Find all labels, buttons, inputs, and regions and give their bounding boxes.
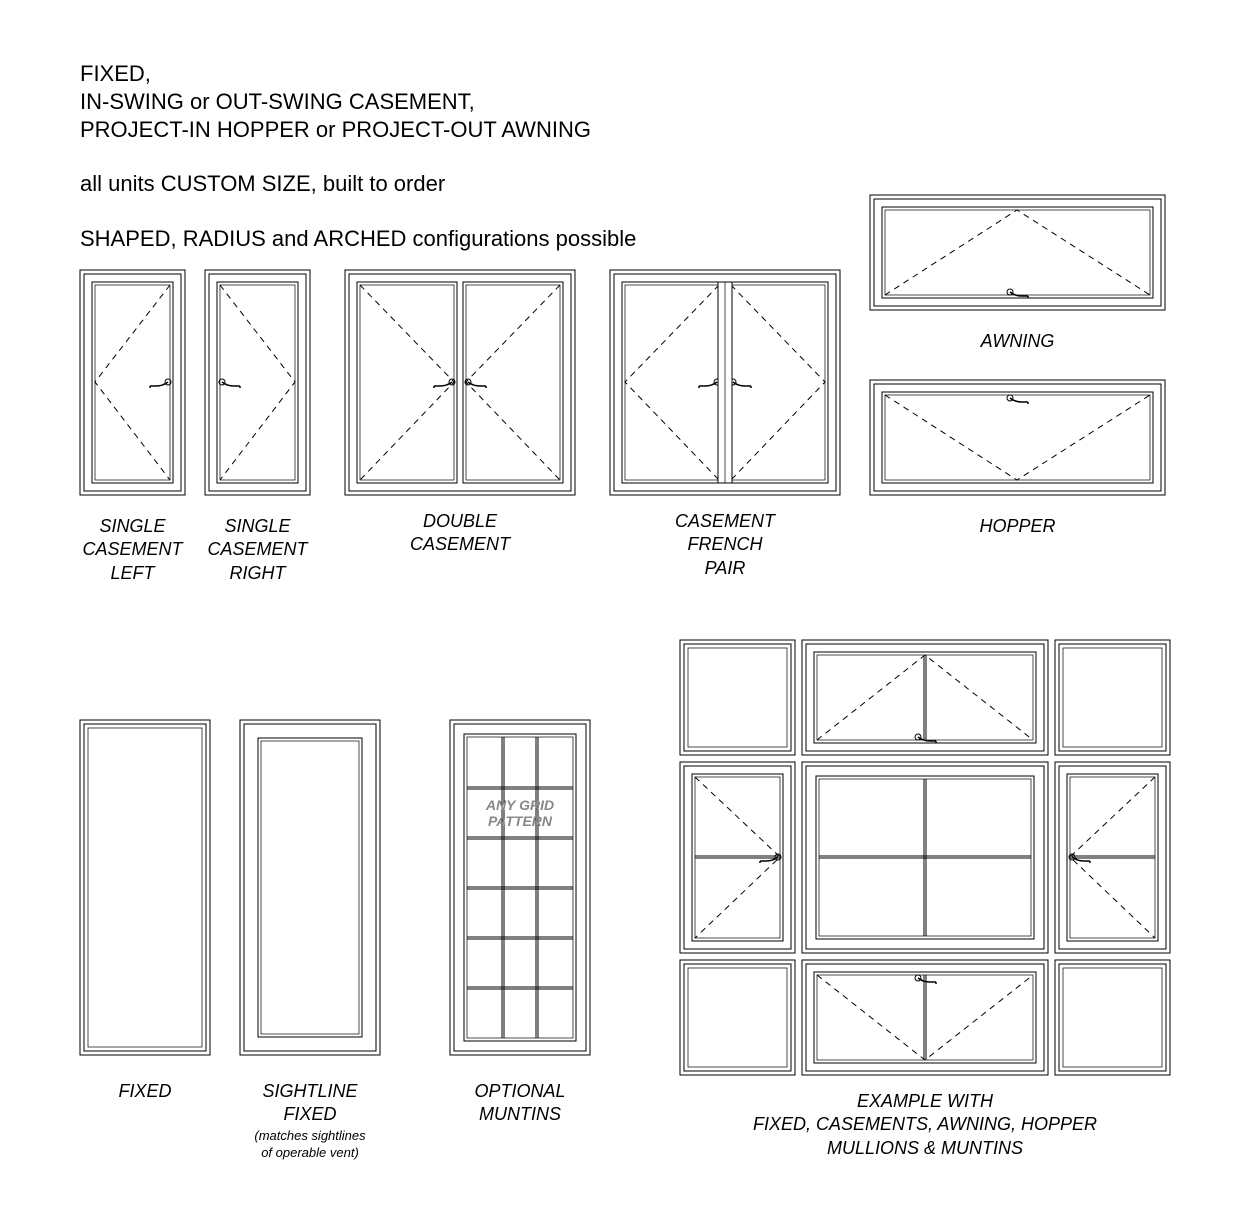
caption-hopper: HOPPER bbox=[870, 515, 1165, 538]
caption-double: DOUBLECASEMENT bbox=[345, 510, 575, 557]
awning-diagram bbox=[870, 195, 1165, 310]
grid-label-1: ANY GRID bbox=[485, 797, 554, 813]
fixed-diagram bbox=[80, 720, 210, 1055]
double-casement-diagram bbox=[345, 270, 575, 495]
subcaption-sightline: (matches sightlinesof operable vent) bbox=[225, 1128, 395, 1162]
optional-muntins-diagram: ANY GRID PATTERN bbox=[450, 720, 590, 1055]
sightline-fixed-diagram bbox=[240, 720, 380, 1055]
caption-single-right: SINGLECASEMENTRIGHT bbox=[185, 515, 330, 585]
example-composite-diagram bbox=[680, 640, 1170, 1075]
hopper-diagram bbox=[870, 380, 1165, 495]
caption-example: EXAMPLE WITHFIXED, CASEMENTS, AWNING, HO… bbox=[680, 1090, 1170, 1160]
grid-label-2: PATTERN bbox=[488, 813, 553, 829]
caption-muntins: OPTIONALMUNTINS bbox=[430, 1080, 610, 1127]
diagram-svg: ANY GRID PATTERN bbox=[0, 0, 1240, 1209]
single-casement-right-diagram bbox=[205, 270, 310, 495]
single-casement-left-diagram bbox=[80, 270, 185, 495]
caption-fixed: FIXED bbox=[80, 1080, 210, 1103]
diagram-page: FIXED, IN-SWING or OUT-SWING CASEMENT, P… bbox=[0, 0, 1240, 1209]
caption-single-left: SINGLECASEMENTLEFT bbox=[60, 515, 205, 585]
casement-french-pair-diagram bbox=[610, 270, 840, 495]
caption-french: CASEMENTFRENCHPAIR bbox=[610, 510, 840, 580]
caption-sightline: SIGHTLINEFIXED bbox=[225, 1080, 395, 1127]
caption-awning: AWNING bbox=[870, 330, 1165, 353]
